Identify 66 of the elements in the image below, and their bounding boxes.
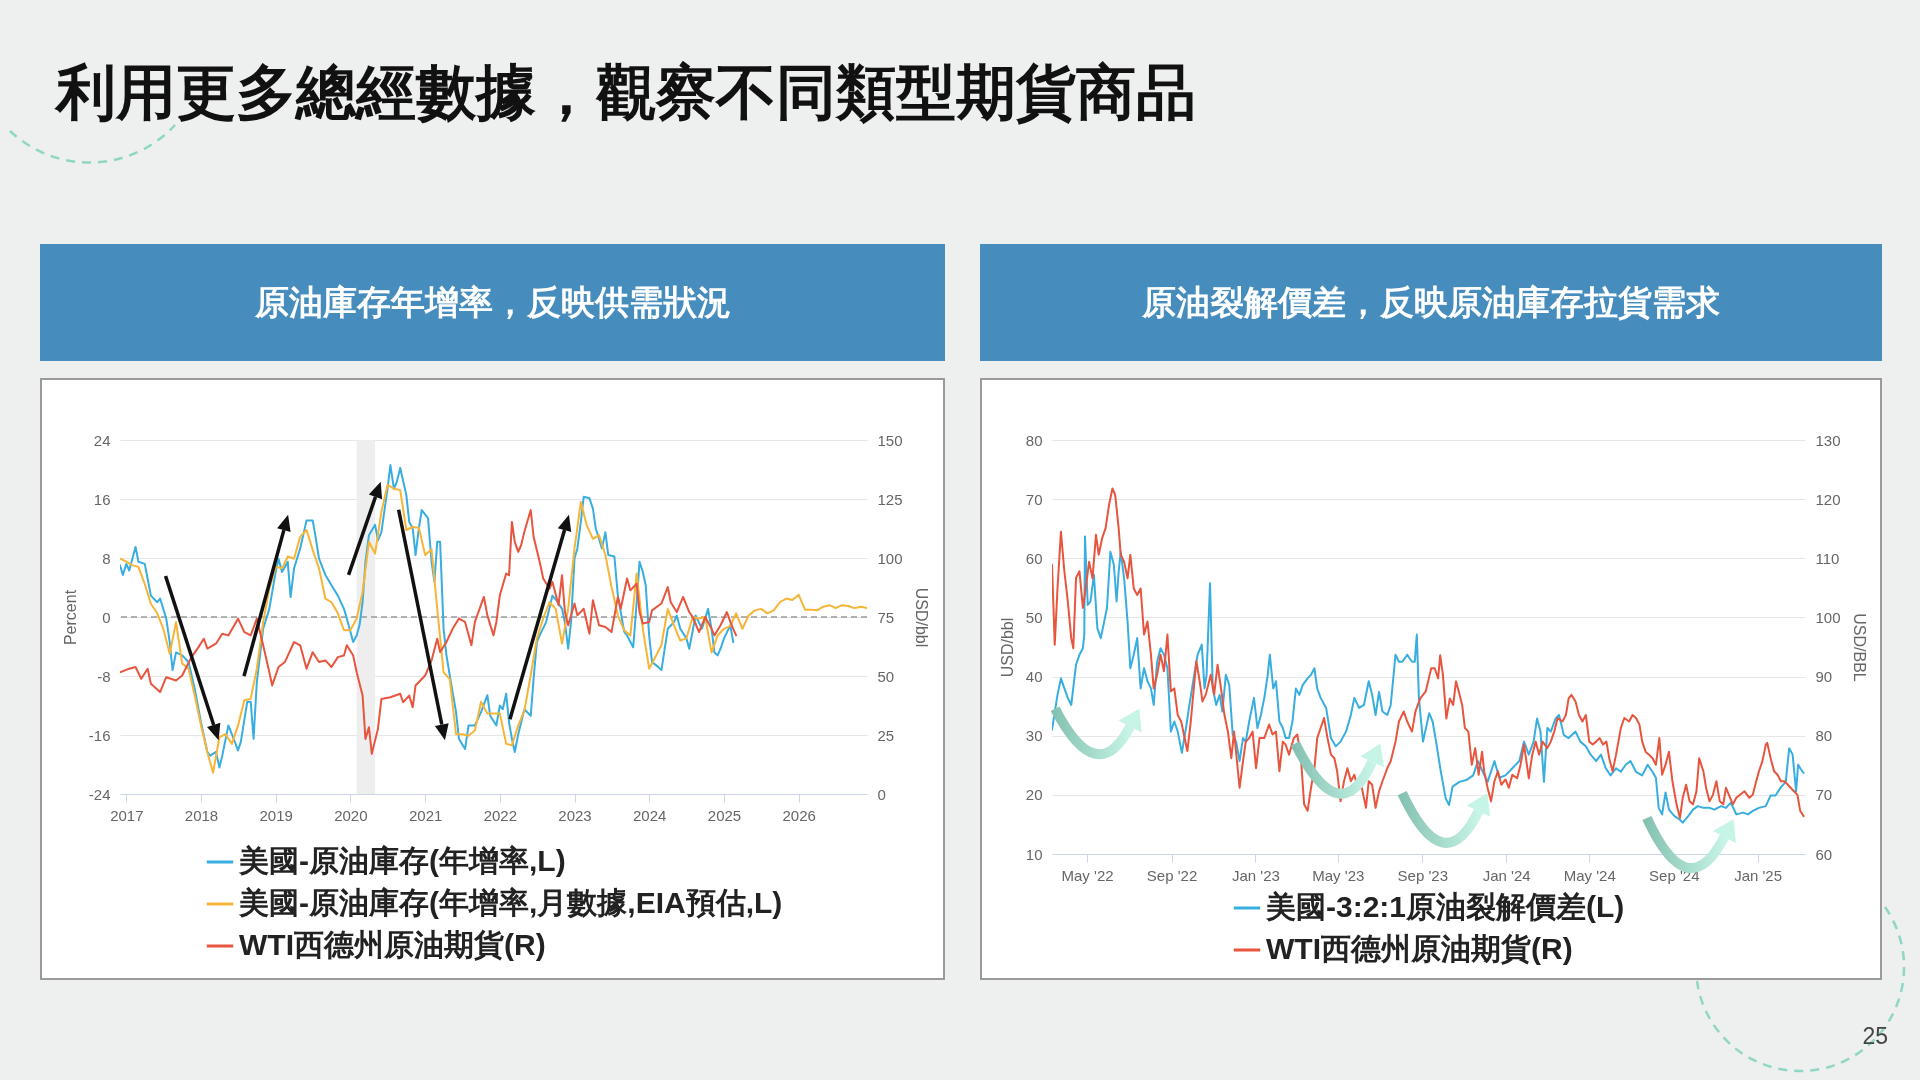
x-tick-label: 2025 (707, 806, 742, 824)
y2-tick-label: 90 (1815, 668, 1833, 686)
line-series (1052, 487, 1805, 819)
y2-tick-label: 100 (877, 549, 903, 567)
y-tick-label: 30 (1025, 727, 1043, 745)
legend-label: 美國-3:2:1原油裂解價差(L) (1265, 890, 1625, 923)
y-tick-label: 8 (102, 549, 111, 567)
y2-tick-label: 75 (877, 608, 895, 626)
x-tick-label: 2018 (184, 806, 219, 824)
y2-tick-label: 110 (1815, 549, 1840, 567)
x-tick-label: 2019 (259, 806, 293, 824)
x-tick-label: 2020 (334, 806, 368, 824)
text: 利用更多總經數據，觀察不同類型期貨商品 (56, 59, 1196, 126)
x-tick-label: 2022 (483, 806, 518, 824)
chart-title: 原油庫存年增率，反映供需狀況 (40, 244, 945, 361)
x-tick-label: Sep '22 (1146, 866, 1198, 884)
y-axis-title: Percent (61, 589, 79, 646)
y-tick-label: 10 (1025, 845, 1043, 863)
y-tick-label: 60 (1025, 549, 1043, 567)
x-tick-label: 2023 (558, 806, 592, 824)
y-tick-label: -16 (88, 726, 111, 744)
x-tick-label: 2021 (408, 806, 443, 824)
y2-tick-label: 120 (1815, 490, 1841, 508)
y-tick-label: 0 (102, 608, 111, 626)
x-tick-label: 2024 (632, 806, 667, 824)
y-tick-label: -24 (88, 785, 111, 803)
y2-tick-label: 0 (877, 785, 886, 803)
y2-tick-label: 80 (1815, 727, 1833, 745)
y2-tick-label: 50 (877, 667, 895, 685)
x-tick-label: May '24 (1563, 866, 1616, 884)
y2-tick-label: 100 (1815, 608, 1841, 626)
y2-tick-label: 25 (877, 726, 895, 744)
line-series (120, 464, 735, 769)
line-series (1052, 535, 1805, 824)
y-tick-label: 24 (93, 431, 111, 449)
text: 25 (1862, 1023, 1888, 1050)
x-tick-label: Sep '23 (1397, 866, 1449, 884)
y2-tick-label: 125 (877, 490, 903, 508)
y-axis-title: USD/bbl (998, 617, 1016, 678)
legend-label: WTI西德州原油期貨(R) (239, 928, 546, 961)
legend-label: 美國-原油庫存(年增率,月數據,EIA預估,L) (238, 886, 783, 919)
x-tick-label: Jan '25 (1734, 866, 1783, 884)
x-tick-label: May '22 (1061, 866, 1114, 884)
y2-tick-label: 70 (1815, 786, 1833, 804)
x-tick-label: May '23 (1312, 866, 1365, 884)
x-tick-label: Jan '24 (1482, 866, 1531, 884)
chart-title: 原油裂解價差，反映原油庫存拉貨需求 (980, 244, 1882, 361)
y-tick-label: 40 (1025, 668, 1043, 686)
y2-tick-label: 130 (1815, 431, 1841, 449)
legend-label: 美國-原油庫存(年增率,L) (238, 844, 566, 877)
y-tick-label: 16 (93, 490, 111, 508)
y2-axis-title: USD/BBL (1850, 613, 1868, 682)
line-series (120, 483, 867, 774)
y-tick-label: 20 (1025, 786, 1043, 804)
x-tick-label: Jan '23 (1231, 866, 1280, 884)
y-tick-label: 50 (1025, 608, 1043, 626)
line-series (120, 509, 738, 755)
y2-axis-title: USD/bbl (912, 587, 930, 648)
legend-label: WTI西德州原油期貨(R) (1266, 932, 1573, 965)
y-tick-label: 80 (1025, 431, 1043, 449)
y2-tick-label: 60 (1815, 845, 1833, 863)
x-tick-label: 2017 (110, 806, 144, 824)
y2-tick-label: 150 (877, 431, 903, 449)
x-tick-label: 2026 (782, 806, 816, 824)
y-tick-label: 70 (1025, 490, 1043, 508)
y-tick-label: -8 (97, 667, 111, 685)
